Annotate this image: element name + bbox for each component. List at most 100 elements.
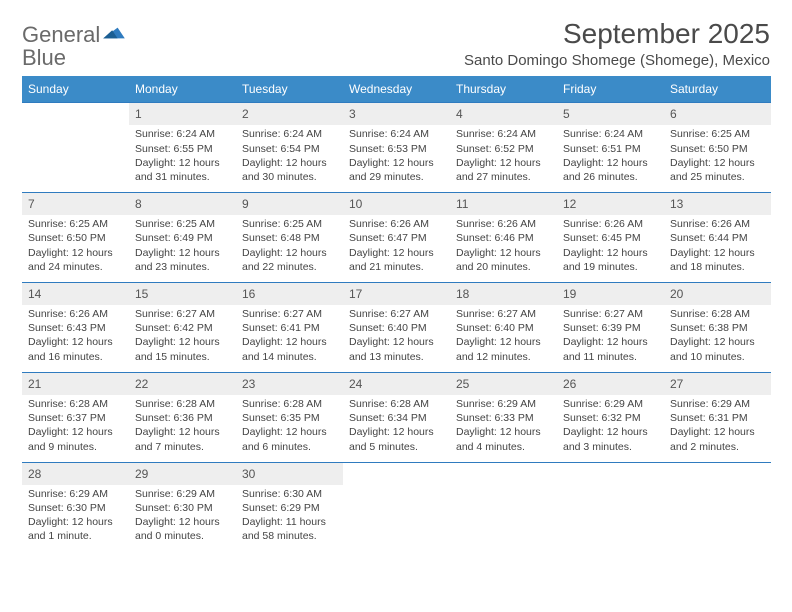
day-line: Sunrise: 6:25 AM [670, 127, 765, 141]
page-subtitle: Santo Domingo Shomege (Shomege), Mexico [464, 52, 770, 69]
day-line: Daylight: 12 hours [563, 425, 658, 439]
day-line: Sunset: 6:34 PM [349, 411, 444, 425]
day-cell: Sunrise: 6:26 AMSunset: 6:47 PMDaylight:… [343, 215, 450, 282]
logo-word2: Blue [22, 45, 66, 70]
day-line: Sunset: 6:30 PM [135, 501, 230, 515]
header: General Blue September 2025 Santo Doming… [22, 18, 770, 70]
day-number: 18 [450, 282, 557, 305]
day-line: Daylight: 12 hours [349, 425, 444, 439]
day-number: 24 [343, 372, 450, 395]
day-cell [450, 485, 557, 552]
day-cell [343, 485, 450, 552]
day-line: and 19 minutes. [563, 260, 658, 274]
day-line: Sunset: 6:41 PM [242, 321, 337, 335]
calendar-grid: SundayMondayTuesdayWednesdayThursdayFrid… [22, 76, 770, 552]
day-cell: Sunrise: 6:25 AMSunset: 6:49 PMDaylight:… [129, 215, 236, 282]
day-line: Daylight: 12 hours [28, 246, 123, 260]
day-line: Daylight: 12 hours [242, 246, 337, 260]
day-line: Sunset: 6:52 PM [456, 142, 551, 156]
day-line: Sunrise: 6:24 AM [563, 127, 658, 141]
day-line: Sunset: 6:35 PM [242, 411, 337, 425]
day-line: and 30 minutes. [242, 170, 337, 184]
day-line: Sunset: 6:55 PM [135, 142, 230, 156]
day-line: Daylight: 12 hours [456, 156, 551, 170]
weekday-header: Sunday [22, 76, 129, 102]
day-number: 16 [236, 282, 343, 305]
day-line: Sunrise: 6:28 AM [242, 397, 337, 411]
day-line: and 12 minutes. [456, 350, 551, 364]
day-number: 12 [557, 192, 664, 215]
day-line: Sunrise: 6:26 AM [456, 217, 551, 231]
day-number [343, 462, 450, 485]
weekday-header: Wednesday [343, 76, 450, 102]
day-line: Daylight: 11 hours [242, 515, 337, 529]
day-number-row: 14151617181920 [22, 282, 770, 305]
day-line: and 5 minutes. [349, 440, 444, 454]
day-number [450, 462, 557, 485]
day-cell: Sunrise: 6:24 AMSunset: 6:52 PMDaylight:… [450, 125, 557, 192]
day-number: 27 [664, 372, 771, 395]
day-line: Sunrise: 6:27 AM [242, 307, 337, 321]
day-line: Sunrise: 6:26 AM [28, 307, 123, 321]
day-line: Sunset: 6:32 PM [563, 411, 658, 425]
day-cell [557, 485, 664, 552]
day-cell [664, 485, 771, 552]
weekday-header: Friday [557, 76, 664, 102]
day-number: 21 [22, 372, 129, 395]
day-line: Daylight: 12 hours [349, 335, 444, 349]
day-line: Sunrise: 6:25 AM [28, 217, 123, 231]
day-line: and 21 minutes. [349, 260, 444, 274]
day-line: Sunrise: 6:27 AM [456, 307, 551, 321]
day-cell: Sunrise: 6:28 AMSunset: 6:34 PMDaylight:… [343, 395, 450, 462]
day-line: Sunset: 6:37 PM [28, 411, 123, 425]
day-line: and 22 minutes. [242, 260, 337, 274]
day-line: Sunset: 6:49 PM [135, 231, 230, 245]
weekday-header: Saturday [664, 76, 771, 102]
day-line: Sunset: 6:40 PM [349, 321, 444, 335]
day-number-row: 78910111213 [22, 192, 770, 215]
day-line: Daylight: 12 hours [349, 246, 444, 260]
day-line: Sunset: 6:43 PM [28, 321, 123, 335]
day-line: and 11 minutes. [563, 350, 658, 364]
day-cell: Sunrise: 6:28 AMSunset: 6:37 PMDaylight:… [22, 395, 129, 462]
day-line: Sunset: 6:44 PM [670, 231, 765, 245]
day-cell: Sunrise: 6:29 AMSunset: 6:32 PMDaylight:… [557, 395, 664, 462]
day-number-row: 123456 [22, 102, 770, 125]
day-line: Sunrise: 6:29 AM [456, 397, 551, 411]
day-line: Sunset: 6:47 PM [349, 231, 444, 245]
day-cell: Sunrise: 6:28 AMSunset: 6:35 PMDaylight:… [236, 395, 343, 462]
day-line: Daylight: 12 hours [670, 335, 765, 349]
day-number: 7 [22, 192, 129, 215]
day-number: 25 [450, 372, 557, 395]
day-cell: Sunrise: 6:27 AMSunset: 6:39 PMDaylight:… [557, 305, 664, 372]
day-number-row: 21222324252627 [22, 372, 770, 395]
day-line: and 6 minutes. [242, 440, 337, 454]
page-title: September 2025 [464, 18, 770, 50]
day-line: and 24 minutes. [28, 260, 123, 274]
day-line: Daylight: 12 hours [135, 425, 230, 439]
day-line: Sunset: 6:51 PM [563, 142, 658, 156]
day-line: and 23 minutes. [135, 260, 230, 274]
day-line: and 7 minutes. [135, 440, 230, 454]
day-line: Sunset: 6:36 PM [135, 411, 230, 425]
day-line: and 16 minutes. [28, 350, 123, 364]
day-line: Sunrise: 6:25 AM [242, 217, 337, 231]
day-line: Daylight: 12 hours [563, 246, 658, 260]
day-line: Daylight: 12 hours [242, 335, 337, 349]
day-cell: Sunrise: 6:29 AMSunset: 6:30 PMDaylight:… [129, 485, 236, 552]
day-number [557, 462, 664, 485]
logo-text-block: General Blue [22, 24, 100, 70]
day-line: and 29 minutes. [349, 170, 444, 184]
day-line: Sunset: 6:31 PM [670, 411, 765, 425]
day-line: and 13 minutes. [349, 350, 444, 364]
day-cell: Sunrise: 6:26 AMSunset: 6:46 PMDaylight:… [450, 215, 557, 282]
day-number [664, 462, 771, 485]
day-line: Sunset: 6:50 PM [670, 142, 765, 156]
day-number: 3 [343, 102, 450, 125]
day-number: 15 [129, 282, 236, 305]
day-line: Daylight: 12 hours [242, 425, 337, 439]
day-cell: Sunrise: 6:24 AMSunset: 6:55 PMDaylight:… [129, 125, 236, 192]
day-line: Sunset: 6:39 PM [563, 321, 658, 335]
day-line: Sunrise: 6:28 AM [135, 397, 230, 411]
day-line: Sunrise: 6:28 AM [349, 397, 444, 411]
